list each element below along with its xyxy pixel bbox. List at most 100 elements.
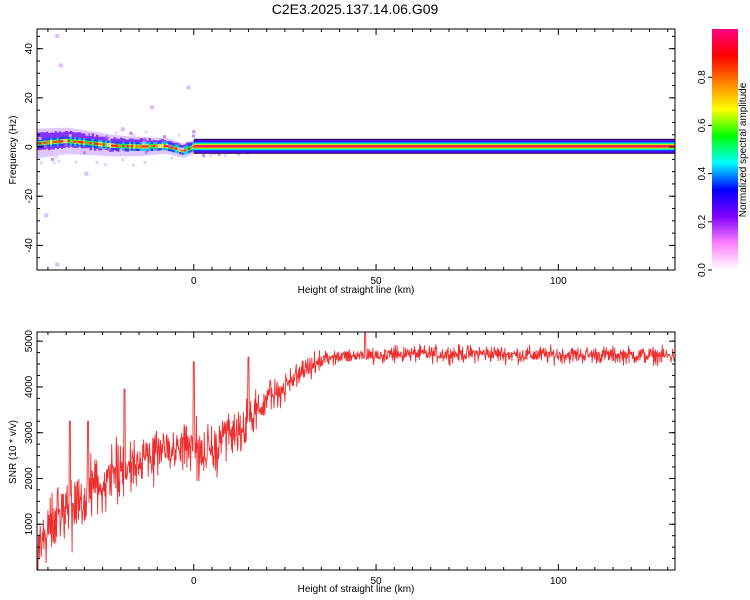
spectrogram-cell xyxy=(104,142,108,148)
spectrogram-cell xyxy=(113,144,117,147)
snr-x-tick-label: 0 xyxy=(191,576,197,587)
spectrogram-speck xyxy=(74,160,78,164)
spectrogram-cell xyxy=(78,140,82,144)
spectrogram-speck xyxy=(106,143,110,147)
spectrogram-cell xyxy=(85,140,88,145)
spectrogram-cell xyxy=(157,143,160,149)
spectrogram-cell xyxy=(117,144,121,148)
spectrogram-cell xyxy=(37,142,40,145)
colorbar-tick-label: 0.0 xyxy=(697,263,708,277)
spectrogram-outlier xyxy=(120,127,125,132)
spectrogram-speck xyxy=(44,144,48,148)
spectrogram-y-tick-label: 40 xyxy=(24,43,35,55)
snr-y-tick-label: 4000 xyxy=(24,375,35,398)
spectrogram-speck xyxy=(100,133,104,137)
spectrogram-cell xyxy=(91,141,95,146)
spectrogram-cell xyxy=(43,141,47,144)
spectrogram-cell xyxy=(50,140,53,145)
snr-series-line xyxy=(37,332,675,570)
spectrogram-cell xyxy=(54,140,58,143)
spectrogram-speck xyxy=(168,144,172,148)
spectrogram-cell xyxy=(174,147,178,150)
colorbar-label: Normalized spectral amplitude xyxy=(738,82,749,217)
spectrogram-cell xyxy=(187,147,191,150)
spectrogram-speck xyxy=(43,128,47,132)
spectrogram-speck xyxy=(103,163,107,167)
spectrogram-cell xyxy=(41,140,44,146)
spectrogram-cell xyxy=(74,140,77,143)
snr-x-tick-label: 50 xyxy=(370,576,382,587)
spectrogram-cell xyxy=(131,145,134,148)
spectrogram-cell xyxy=(163,144,167,147)
spectrogram-speck xyxy=(107,148,111,152)
spectrogram-cell xyxy=(144,145,147,148)
spectrogram-y-tick-label: -40 xyxy=(24,238,35,253)
spectrogram-cell xyxy=(124,143,128,149)
spectrogram-cell xyxy=(152,145,156,148)
spectrogram-cell xyxy=(61,140,64,143)
spectrogram-speck xyxy=(223,154,227,158)
spectrogram-cell xyxy=(111,144,114,147)
spectrogram-cell xyxy=(183,149,187,152)
snr-frame xyxy=(36,331,676,571)
spectrogram-speck xyxy=(202,154,206,158)
snr-ticks: 0 50 100 1000 2000 3000 4000 5000 xyxy=(24,330,675,587)
snr-y-tick-label: 2000 xyxy=(24,467,35,490)
colorbar-gradient xyxy=(712,29,738,270)
spectrogram-speck xyxy=(142,141,146,145)
spectrogram-cell xyxy=(137,145,141,148)
spectrogram-cell xyxy=(192,145,195,148)
spectrogram-cell xyxy=(93,142,97,145)
spectrogram-speck xyxy=(42,154,46,158)
snr-y-label: SNR (10 * v/v) xyxy=(8,420,19,484)
colorbar-tick-label: 0.2 xyxy=(697,214,708,228)
spectrogram-speck xyxy=(192,134,196,138)
spectrogram-speck xyxy=(52,161,56,165)
spectrogram-cell xyxy=(141,145,145,148)
snr-y-tick-label: 3000 xyxy=(24,421,35,444)
snr-x-label: Height of straight line (km) xyxy=(298,584,415,595)
spectrogram-cell xyxy=(76,140,79,143)
spectrogram-cell xyxy=(135,145,138,148)
colorbar-tick-label: 0.6 xyxy=(697,118,708,132)
spectrogram-speck xyxy=(131,163,135,167)
spectrogram-heatmap xyxy=(37,33,675,267)
spectrogram-outlier xyxy=(58,63,63,68)
spectrogram-cell xyxy=(56,140,60,143)
spectrogram-cell xyxy=(166,145,169,148)
spectrogram-cell xyxy=(148,144,152,149)
spectrogram-speck xyxy=(42,152,46,156)
spectrogram-panel: 0 50 100 -40 -20 0 20 40 Height of straight lin… xyxy=(8,28,676,296)
spectrogram-cell xyxy=(47,141,51,144)
spectrogram-y-label: Frequency (Hz) xyxy=(8,116,19,185)
spectrogram-speck xyxy=(142,137,146,141)
spectrogram-cell xyxy=(71,140,75,143)
spectrogram-cell xyxy=(128,145,132,148)
spectrogram-cell xyxy=(172,146,176,150)
spectrogram-speck xyxy=(170,156,174,160)
spectrogram-outlier xyxy=(84,171,89,176)
spectrogram-cell xyxy=(102,143,106,146)
spectrogram-x-tick-label: 100 xyxy=(550,276,567,287)
spectrogram-cell xyxy=(39,142,42,145)
spectrogram-outlier xyxy=(44,213,49,218)
spectrogram-speck xyxy=(121,157,125,161)
spectrogram-cell xyxy=(122,144,125,148)
snr-y-tick-label: 1000 xyxy=(24,513,35,536)
snr-panel: 0 50 100 1000 2000 3000 4000 5000 Height of str… xyxy=(8,330,676,595)
spectrogram-frame xyxy=(36,28,676,271)
spectrogram-cell xyxy=(69,139,73,144)
spectrogram-cell xyxy=(133,144,136,149)
spectrogram-cell xyxy=(126,145,130,148)
spectrogram-cell xyxy=(179,148,182,151)
spectrogram-y-tick-label: 20 xyxy=(24,92,35,104)
spectrogram-speck xyxy=(177,147,181,151)
spectrogram-speck xyxy=(101,148,105,152)
spectrogram-cell xyxy=(120,143,123,149)
spectrogram-cell xyxy=(45,141,49,144)
spectrogram-speck xyxy=(209,154,213,158)
colorbar-tick-label: 0.8 xyxy=(697,70,708,84)
spectrogram-speck xyxy=(107,137,111,141)
spectrogram-speck xyxy=(212,152,216,156)
